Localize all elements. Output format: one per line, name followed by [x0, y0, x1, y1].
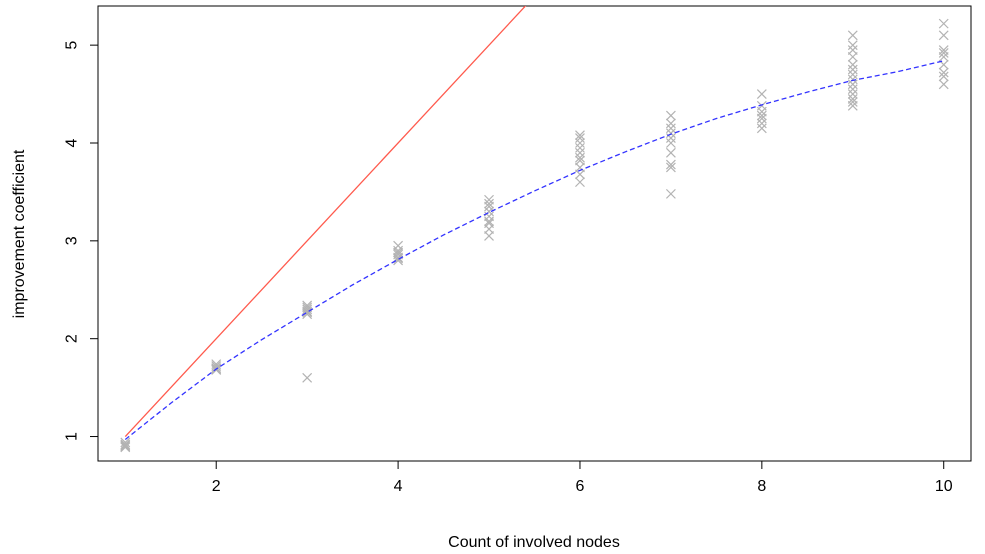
data-point: [575, 169, 585, 180]
data-point: [847, 79, 858, 90]
data-point: [938, 51, 949, 62]
data-point: [575, 133, 585, 144]
data-point: [575, 130, 585, 141]
data-point: [847, 74, 858, 85]
x-axis: 2 4 6 8 10: [212, 460, 953, 495]
data-point: [847, 89, 858, 99]
data-point: [120, 440, 131, 451]
data-point: [665, 159, 676, 170]
data-point: [120, 442, 131, 453]
y-axis: 1 2 3 4 5: [64, 41, 99, 441]
data-point: [484, 211, 494, 222]
data-point: [575, 152, 585, 163]
data-point: [938, 67, 949, 78]
data-point: [938, 18, 949, 29]
data-point: [302, 372, 313, 383]
data-point: [484, 216, 494, 227]
series-line-1: [124, 6, 527, 437]
data-point: [120, 437, 131, 448]
data-point: [302, 309, 313, 320]
data-point: [847, 84, 858, 95]
data-point: [665, 110, 676, 121]
plot-frame: [97, 5, 972, 462]
y-tick-label: 5: [64, 41, 81, 50]
data-point: [938, 30, 949, 41]
x-tick-label: 6: [576, 478, 585, 495]
data-point: [665, 162, 676, 173]
data-point: [575, 162, 585, 173]
x-tick-label: 10: [935, 478, 953, 495]
data-point: [938, 79, 949, 90]
data-point: [756, 113, 767, 124]
data-point: [484, 194, 494, 205]
data-point: [665, 123, 676, 134]
data-point: [756, 110, 767, 121]
data-point: [847, 51, 858, 62]
data-point: [120, 441, 131, 452]
y-tick-label: 1: [64, 432, 81, 441]
data-point: [393, 240, 404, 251]
data-point: [393, 245, 404, 256]
points-layer: [120, 18, 949, 453]
data-point: [302, 300, 313, 311]
data-point: [575, 142, 585, 153]
data-point: [938, 71, 949, 82]
data-point: [847, 30, 858, 41]
data-point: [665, 118, 676, 129]
data-point: [756, 89, 767, 99]
x-axis-title: Count of involved nodes: [448, 534, 620, 551]
data-point: [211, 359, 222, 370]
data-point: [847, 64, 858, 75]
data-point: [756, 100, 767, 111]
data-point: [847, 94, 858, 104]
data-point: [484, 231, 494, 241]
data-point: [575, 155, 585, 166]
data-point: [575, 138, 585, 148]
x-tick-label: 4: [394, 478, 403, 495]
data-point: [938, 45, 949, 55]
data-point: [847, 69, 858, 80]
data-point: [484, 218, 494, 229]
data-point: [938, 48, 949, 58]
data-point: [665, 128, 676, 139]
data-point: [847, 45, 858, 55]
data-point: [847, 59, 858, 70]
y-tick-label: 2: [64, 334, 81, 343]
data-point: [665, 188, 676, 199]
x-tick-label: 8: [757, 478, 766, 495]
data-point: [756, 123, 767, 134]
data-point: [575, 147, 585, 158]
y-tick-label: 4: [64, 138, 81, 147]
data-point: [484, 198, 494, 209]
data-point: [302, 304, 313, 315]
data-point: [665, 147, 676, 158]
data-point: [575, 177, 585, 188]
data-point: [665, 138, 676, 148]
data-point: [847, 40, 858, 51]
y-axis-title: improvement coefficient: [11, 149, 28, 318]
y-tick-label: 3: [64, 236, 81, 245]
data-point: [847, 96, 858, 107]
lines-layer: [124, 6, 944, 440]
data-point: [847, 100, 858, 111]
data-point: [211, 361, 222, 372]
data-point: [120, 439, 131, 450]
x-tick-label: 2: [212, 478, 221, 495]
data-point: [484, 201, 494, 212]
data-point: [756, 118, 767, 129]
data-point: [302, 307, 313, 318]
data-point: [211, 363, 222, 373]
series-line-2: [124, 60, 944, 440]
